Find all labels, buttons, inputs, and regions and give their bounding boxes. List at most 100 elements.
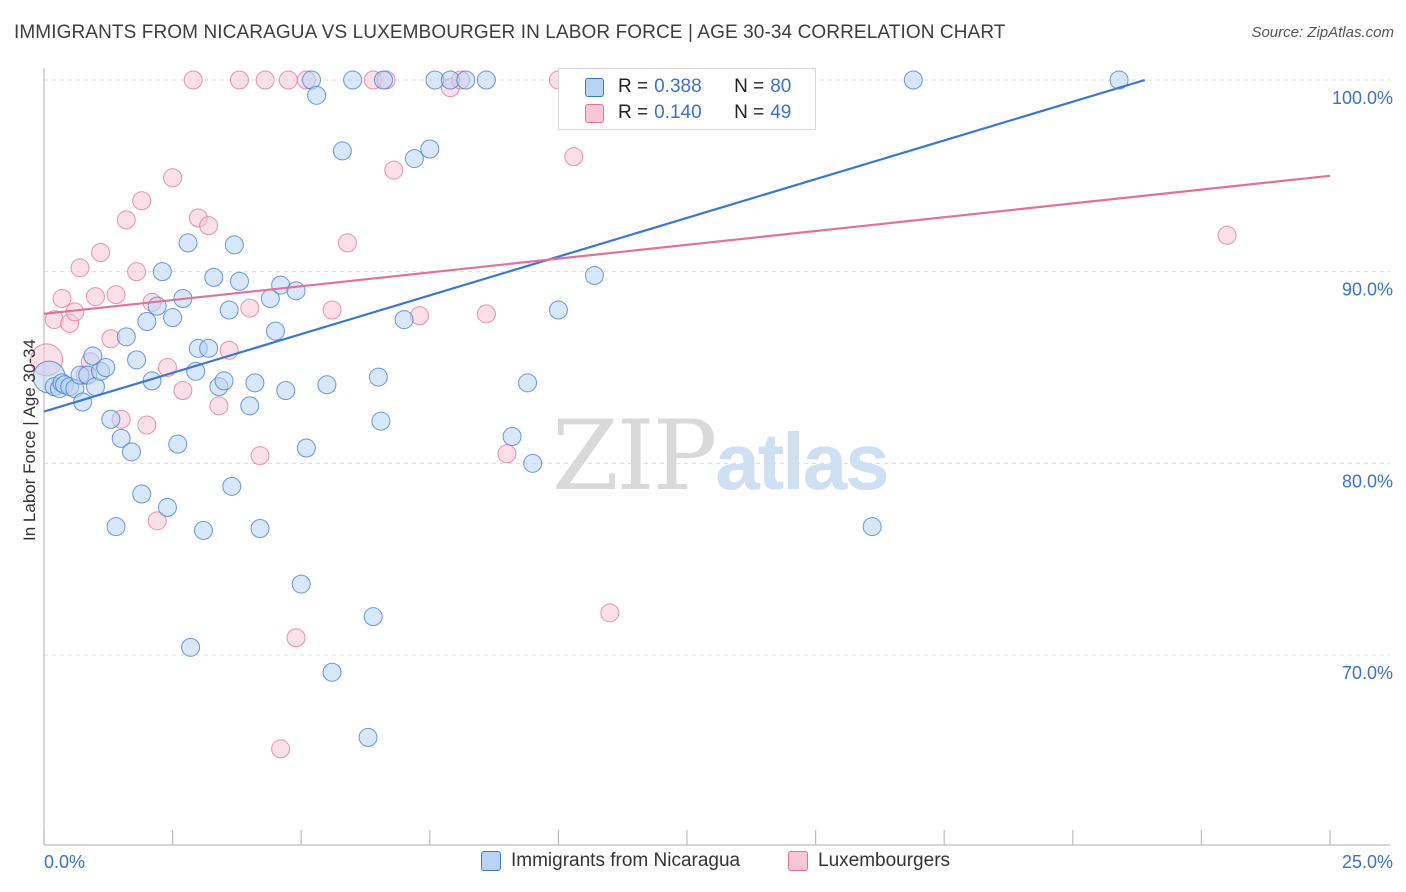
nicaragua-point <box>322 662 342 682</box>
nicaragua-point <box>420 139 440 159</box>
watermark-zip: ZIP <box>552 400 717 512</box>
stats-legend-row-nicaragua: R = 0.388 N = 80 <box>585 74 791 100</box>
x-tick-label-min: 0.0% <box>44 852 86 872</box>
nicaragua-point <box>168 434 188 454</box>
luxembourgers-point <box>132 191 152 211</box>
nicaragua-point <box>199 338 219 358</box>
luxembourgers-point <box>173 381 193 400</box>
luxembourgers-point <box>476 304 496 324</box>
nicaragua-point <box>502 427 522 446</box>
nicaragua-point <box>121 442 141 462</box>
nicaragua-point <box>240 396 260 416</box>
nicaragua-point <box>178 233 198 253</box>
luxembourgers-point <box>85 287 105 307</box>
luxembourgers-point <box>255 70 275 90</box>
y-tick-label: 80.0% <box>1342 471 1393 491</box>
nicaragua-point <box>101 409 121 429</box>
nicaragua-point <box>584 266 604 285</box>
luxembourgers-point <box>384 160 404 180</box>
nicaragua-point <box>404 149 424 169</box>
r-label: R = <box>618 102 649 123</box>
stats-legend-row-luxembourgers: R = 0.140 N = 49 <box>585 100 791 126</box>
r-value: 0.388 <box>654 76 702 97</box>
y-tick-labels: 70.0% 80.0% 90.0% 100.0% <box>1332 88 1393 683</box>
legend-label-nicaragua: Immigrants from Nicaragua <box>511 850 741 871</box>
nicaragua-point <box>193 520 213 540</box>
nicaragua-point <box>476 70 496 90</box>
nicaragua-point <box>137 312 157 331</box>
nicaragua-point <box>343 70 363 90</box>
luxembourgers-point <box>127 262 147 282</box>
nicaragua-point <box>229 271 249 291</box>
axes <box>43 68 1390 846</box>
luxembourgers-point <box>116 210 136 230</box>
nicaragua-point <box>219 300 239 320</box>
nicaragua-point <box>204 267 224 287</box>
luxembourgers-point <box>497 444 517 464</box>
nicaragua-point <box>276 381 296 400</box>
series-legend: Immigrants from Nicaragua Luxembourgers <box>0 850 1406 880</box>
luxembourgers-point <box>1217 225 1237 245</box>
legend-item-nicaragua: Immigrants from Nicaragua <box>481 850 740 872</box>
nicaragua-point <box>368 367 388 387</box>
legend-label-luxembourgers: Luxembourgers <box>818 850 951 871</box>
luxembourgers-point <box>600 603 620 623</box>
luxembourgers-point <box>106 285 126 305</box>
luxembourgers-point <box>52 289 72 308</box>
source-credit: Source: ZipAtlas.com <box>1251 24 1394 41</box>
pink-swatch <box>585 103 604 123</box>
nicaragua-point <box>132 484 152 504</box>
legend-swatch-blue <box>481 851 501 871</box>
nicaragua-point <box>296 438 316 458</box>
r-value: 0.140 <box>654 102 702 123</box>
nicaragua-point <box>374 70 394 90</box>
luxembourgers-point <box>70 258 90 278</box>
legend-item-luxembourgers: Luxembourgers <box>788 850 950 872</box>
y-tick-label: 100.0% <box>1332 88 1393 108</box>
nicaragua-point <box>250 519 270 538</box>
luxembourgers-point <box>278 70 298 90</box>
nicaragua-point <box>222 476 242 496</box>
nicaragua-point <box>332 141 352 161</box>
nicaragua-trendline <box>43 78 1146 413</box>
legend-swatch-pink <box>788 851 808 871</box>
nicaragua-point <box>363 607 383 627</box>
nicaragua-point <box>307 85 327 105</box>
x-tick-label-max: 25.0% <box>1341 852 1393 872</box>
nicaragua-point <box>286 281 306 301</box>
nicaragua-point <box>163 308 183 328</box>
luxembourgers-point <box>199 216 219 236</box>
y-axis-label-wrap: In Labor Force | Age 30-34 <box>18 190 42 690</box>
y-tick-label: 70.0% <box>1342 663 1393 683</box>
blue-swatch <box>585 77 604 97</box>
nicaragua-point <box>214 371 234 391</box>
nicaragua-point <box>548 300 568 320</box>
nicaragua-point <box>394 310 414 330</box>
y-tick-label: 90.0% <box>1342 280 1393 300</box>
luxembourgers-point <box>322 300 342 320</box>
nicaragua-point <box>518 373 538 393</box>
n-label: N = <box>734 102 765 123</box>
watermark: ZIPatlas <box>552 400 890 512</box>
r-label: R = <box>618 76 649 97</box>
nicaragua-point <box>523 453 543 473</box>
nicaragua-point <box>181 637 201 657</box>
nicaragua-points <box>32 70 1129 747</box>
nicaragua-point <box>83 346 103 366</box>
luxembourgers-point <box>240 298 260 318</box>
luxembourgers-point <box>250 446 270 466</box>
nicaragua-point <box>111 428 131 448</box>
n-label: N = <box>734 76 765 97</box>
luxembourgers-point <box>337 233 357 253</box>
nicaragua-point <box>157 497 177 517</box>
luxembourgers-point <box>183 70 203 90</box>
chart-title: IMMIGRANTS FROM NICARAGUA VS LUXEMBOURGE… <box>14 22 1006 43</box>
nicaragua-point <box>371 411 391 431</box>
n-value: 49 <box>770 102 792 123</box>
luxembourgers-point <box>229 70 249 90</box>
luxembourgers-point <box>91 243 111 262</box>
nicaragua-point <box>116 327 136 347</box>
nicaragua-point <box>317 375 337 395</box>
nicaragua-point <box>152 262 172 282</box>
